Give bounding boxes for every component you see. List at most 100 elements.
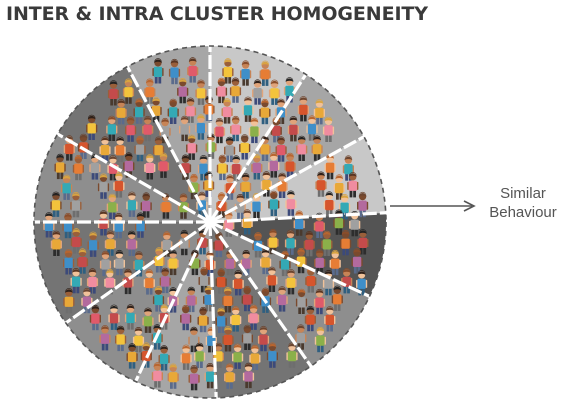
person-icon	[275, 136, 287, 162]
person-icon	[132, 327, 145, 353]
person-icon	[134, 212, 147, 238]
person-icon	[284, 152, 296, 179]
person-icon	[259, 60, 271, 86]
person-icon	[242, 96, 254, 122]
cluster-divider	[208, 221, 218, 399]
person-icon	[63, 135, 75, 161]
person-icon	[331, 285, 343, 311]
person-icon	[329, 249, 341, 276]
person-icon	[61, 174, 73, 200]
person-icon	[232, 343, 244, 369]
person-icon	[126, 343, 138, 369]
person-icon	[357, 229, 369, 255]
person-icon	[306, 115, 318, 141]
person-icon	[304, 305, 316, 332]
person-icon	[313, 99, 325, 125]
arrow-right-icon	[390, 200, 476, 212]
person-icon	[215, 268, 227, 294]
person-icon	[126, 191, 138, 217]
cluster-divider	[209, 211, 387, 224]
person-icon	[140, 192, 152, 218]
person-icon	[347, 172, 359, 198]
person-icon	[113, 213, 125, 239]
person-icon	[114, 136, 126, 162]
person-icon	[321, 230, 333, 256]
person-icon	[76, 248, 89, 274]
person-icon	[108, 304, 120, 330]
person-icon	[313, 288, 326, 315]
person-icon	[180, 344, 192, 370]
person-icon	[239, 134, 251, 160]
similar-behaviour-label: Similar Behaviour	[478, 184, 568, 222]
person-icon	[107, 80, 120, 106]
person-icon	[259, 287, 272, 313]
person-icon	[142, 115, 154, 142]
person-icon	[252, 79, 264, 105]
person-icon	[268, 152, 280, 178]
person-icon	[276, 286, 288, 312]
person-icon	[177, 78, 189, 104]
person-icon	[284, 229, 297, 255]
person-icon	[248, 304, 260, 330]
person-icon	[126, 230, 138, 256]
person-icon	[268, 79, 281, 105]
person-icon	[54, 153, 66, 180]
person-icon	[197, 306, 209, 333]
person-icon	[50, 230, 62, 256]
person-icon	[70, 192, 82, 218]
person-icon	[159, 117, 171, 144]
person-icon	[257, 325, 270, 352]
person-icon	[315, 171, 327, 197]
person-icon	[144, 154, 156, 180]
person-icon	[144, 78, 156, 104]
person-icon	[143, 269, 155, 295]
person-icon	[215, 307, 227, 333]
person-icon	[106, 115, 118, 141]
person-icon	[99, 136, 111, 162]
person-icon	[115, 325, 127, 352]
person-icon	[303, 231, 315, 257]
person-icon	[123, 152, 135, 178]
person-icon	[158, 345, 170, 371]
person-icon	[323, 191, 335, 217]
person-icon	[89, 304, 101, 331]
person-icon	[50, 191, 62, 217]
person-icon	[63, 249, 75, 275]
person-icon	[295, 324, 307, 350]
person-icon	[242, 362, 255, 389]
person-icon	[179, 115, 191, 142]
person-icon	[266, 266, 278, 292]
person-icon	[180, 304, 192, 331]
person-icon	[333, 209, 345, 235]
person-icon	[322, 116, 335, 142]
person-icon	[260, 171, 272, 197]
person-icon	[260, 248, 272, 275]
person-icon	[287, 116, 299, 142]
person-icon	[230, 306, 242, 332]
person-icon	[240, 60, 252, 86]
person-icon	[314, 249, 326, 275]
person-icon	[72, 154, 84, 181]
person-icon	[184, 97, 197, 123]
cluster-divider	[64, 220, 211, 325]
person-icon	[195, 114, 207, 140]
person-icon	[222, 287, 234, 313]
person-icon	[70, 228, 82, 254]
person-icon	[249, 344, 261, 371]
person-icon	[222, 58, 234, 84]
person-icon	[87, 231, 99, 257]
person-icon	[86, 268, 99, 294]
person-icon	[113, 172, 125, 198]
cluster-divider	[55, 132, 211, 224]
person-icon	[251, 154, 263, 180]
person-icon	[279, 250, 291, 277]
person-icon	[311, 135, 323, 161]
person-icon	[168, 58, 181, 85]
cluster-divider	[209, 220, 372, 299]
person-icon	[224, 136, 236, 163]
person-icon	[204, 363, 216, 389]
person-icon	[125, 116, 137, 142]
person-icon	[70, 268, 82, 294]
person-icon	[295, 288, 308, 314]
